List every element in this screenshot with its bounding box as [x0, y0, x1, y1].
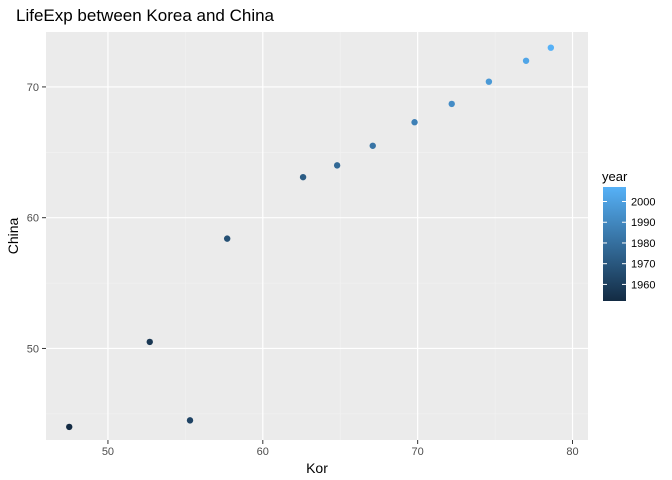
- legend-tick-label: 1960: [631, 279, 655, 291]
- data-point: [66, 423, 73, 431]
- legend-tick-label: 2000: [631, 197, 655, 209]
- x-tick-label: 50: [102, 446, 114, 458]
- legend-title: year: [602, 169, 628, 184]
- chart-title: LifeExp between Korea and China: [16, 6, 275, 25]
- data-point: [223, 235, 231, 242]
- x-tick-label: 60: [257, 446, 269, 458]
- plot-panel: [46, 32, 588, 440]
- legend-tick-label: 1990: [631, 217, 655, 229]
- data-point: [369, 142, 376, 149]
- legend-colorbar: [603, 187, 626, 301]
- data-point: [186, 417, 194, 424]
- legend-tick-label: 1970: [631, 259, 655, 271]
- minor-gridlines: [46, 32, 588, 440]
- major-gridlines: [46, 32, 588, 440]
- x-tick-label: 70: [412, 446, 424, 458]
- data-point: [299, 173, 307, 181]
- y-tick-label: 70: [27, 82, 39, 94]
- data-point: [485, 78, 493, 85]
- data-point: [547, 44, 555, 51]
- x-tick-label: 80: [566, 446, 578, 458]
- legend-ticks: 1960 1970 1980 1990 2000: [603, 197, 655, 291]
- data-point: [411, 119, 418, 126]
- x-axis-title: Kor: [306, 460, 328, 476]
- data-points: [66, 44, 555, 431]
- y-axis: 50 60 70: [27, 82, 46, 355]
- data-point: [146, 338, 153, 346]
- data-point: [448, 100, 455, 108]
- y-tick-label: 50: [27, 343, 39, 355]
- plot-background: [46, 32, 588, 440]
- legend-tick-label: 1980: [631, 238, 655, 250]
- y-axis-title: China: [5, 218, 21, 255]
- data-point: [333, 162, 341, 169]
- x-axis: 50 60 70 80: [102, 440, 579, 458]
- data-point: [522, 57, 530, 64]
- legend: year 1960 1970 1980 1990 2000: [602, 169, 655, 301]
- y-tick-label: 60: [27, 213, 39, 225]
